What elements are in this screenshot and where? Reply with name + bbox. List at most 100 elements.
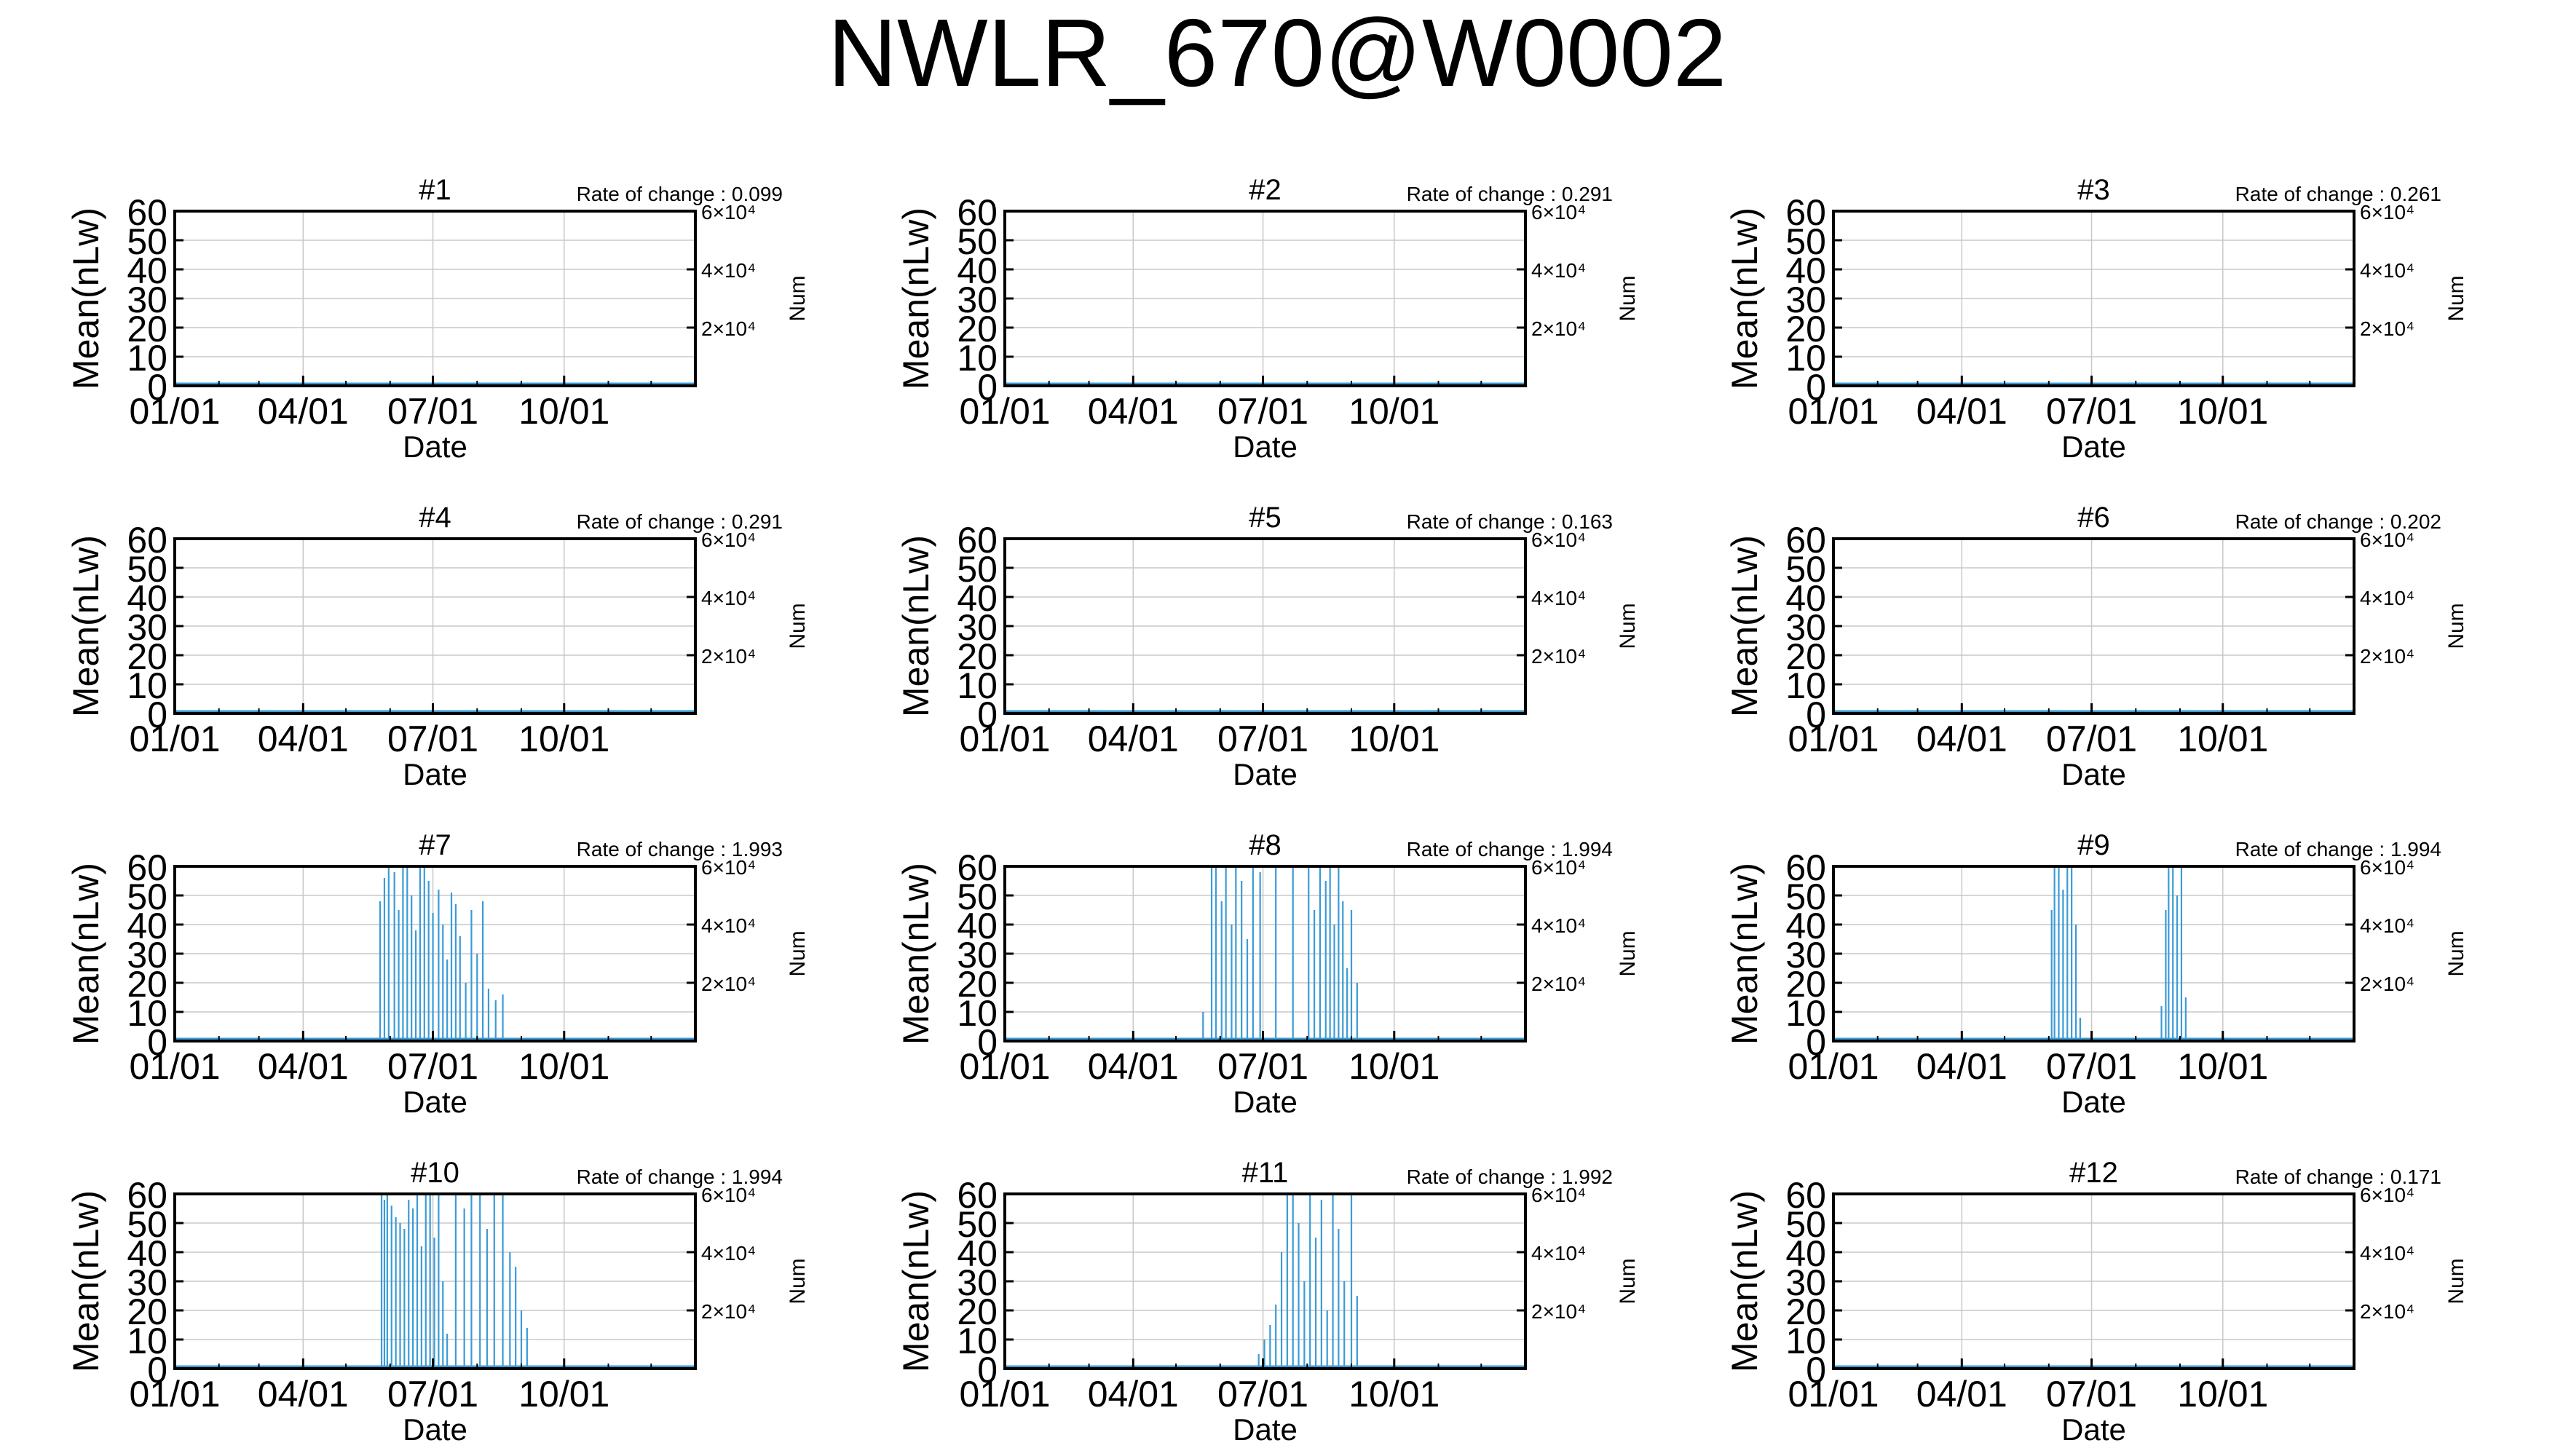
y2tick-label: 6×10⁴ (2360, 856, 2414, 879)
x-axis-label: Date (2061, 1085, 2126, 1119)
y-axis-label: Mean(nLw) (896, 863, 936, 1045)
y2tick-label: 6×10⁴ (1531, 856, 1586, 879)
xtick-label: 07/01 (2046, 1046, 2137, 1087)
y-axis-label: Mean(nLw) (66, 535, 106, 717)
rate-of-change: Rate of change : 1.994 (577, 1166, 783, 1188)
ytick-label: 20 (127, 636, 167, 677)
ytick-label: 40 (127, 906, 167, 946)
ytick-label: 50 (127, 549, 167, 590)
x-axis-label: Date (403, 1412, 467, 1447)
ytick-label: 30 (127, 280, 167, 320)
ytick-label: 40 (1785, 906, 1826, 946)
xtick-label: 01/01 (129, 719, 220, 759)
xtick-label: 04/01 (1088, 1046, 1179, 1087)
panel-title: #7 (419, 829, 451, 861)
y2tick-label: 4×10⁴ (1531, 1242, 1586, 1265)
y2tick-label: 6×10⁴ (1531, 201, 1586, 223)
ytick-label: 30 (127, 1262, 167, 1303)
y2tick-label: 6×10⁴ (701, 856, 756, 879)
y2tick-label: 6×10⁴ (701, 529, 756, 551)
rate-of-change: Rate of change : 0.291 (1407, 183, 1613, 205)
y2tick-label: 2×10⁴ (701, 645, 756, 668)
y-axis-label: Mean(nLw) (1724, 207, 1765, 389)
ytick-label: 10 (127, 993, 167, 1034)
panel-title: #4 (419, 502, 451, 534)
y-axis-label: Mean(nLw) (896, 207, 936, 389)
y-axis-label: Mean(nLw) (1724, 863, 1765, 1045)
xtick-label: 07/01 (387, 1046, 478, 1087)
xtick-label: 01/01 (959, 1046, 1050, 1087)
ytick-label: 60 (957, 192, 998, 233)
ytick-label: 10 (1785, 1321, 1826, 1361)
y2tick-label: 2×10⁴ (1531, 1300, 1586, 1323)
figure-title: NWLR_670@W0002 (828, 0, 1727, 106)
xtick-label: 01/01 (1788, 1374, 1879, 1415)
xtick-label: 01/01 (1788, 391, 1879, 432)
y2tick-label: 4×10⁴ (1531, 587, 1586, 609)
ytick-label: 50 (1785, 221, 1826, 262)
rate-of-change: Rate of change : 0.261 (2235, 183, 2441, 205)
ytick-label: 20 (127, 964, 167, 1005)
x-axis-label: Date (403, 1085, 467, 1119)
xtick-label: 10/01 (518, 391, 609, 432)
ytick-label: 40 (957, 578, 998, 619)
ytick-label: 50 (1785, 1204, 1826, 1245)
ytick-label: 30 (127, 607, 167, 648)
y2tick-label: 2×10⁴ (1531, 317, 1586, 340)
y2-axis-label: Num (1616, 1258, 1640, 1304)
ytick-label: 40 (957, 1233, 998, 1274)
xtick-label: 07/01 (2046, 719, 2137, 759)
y2-axis-label: Num (786, 930, 810, 976)
ytick-label: 60 (127, 847, 167, 888)
xtick-label: 04/01 (1916, 1374, 2007, 1415)
ytick-label: 20 (957, 636, 998, 677)
ytick-label: 10 (1785, 665, 1826, 706)
xtick-label: 04/01 (1916, 1046, 2007, 1087)
ytick-label: 30 (957, 280, 998, 320)
xtick-label: 01/01 (129, 391, 220, 432)
xtick-label: 04/01 (258, 391, 349, 432)
ytick-label: 20 (957, 964, 998, 1005)
xtick-label: 01/01 (129, 1046, 220, 1087)
ytick-label: 20 (127, 1291, 167, 1332)
xtick-label: 04/01 (1088, 1374, 1179, 1415)
xtick-label: 01/01 (959, 391, 1050, 432)
ytick-label: 10 (127, 338, 167, 379)
ytick-label: 50 (957, 549, 998, 590)
ytick-label: 50 (957, 877, 998, 917)
ytick-label: 60 (1785, 847, 1826, 888)
xtick-label: 04/01 (258, 1046, 349, 1087)
y2tick-label: 2×10⁴ (2360, 973, 2414, 995)
y2tick-label: 4×10⁴ (1531, 914, 1586, 937)
rate-of-change: Rate of change : 0.291 (577, 510, 783, 533)
y2tick-label: 4×10⁴ (2360, 1242, 2414, 1265)
ytick-label: 20 (957, 309, 998, 349)
ytick-label: 0 (147, 367, 167, 408)
x-axis-label: Date (2061, 430, 2126, 464)
ytick-label: 40 (1785, 1233, 1826, 1274)
xtick-label: 07/01 (1217, 391, 1308, 432)
xtick-label: 07/01 (1217, 719, 1308, 759)
ytick-label: 30 (127, 935, 167, 976)
ytick-label: 0 (1806, 1022, 1826, 1063)
x-axis-label: Date (1233, 1085, 1298, 1119)
y2tick-label: 4×10⁴ (701, 1242, 756, 1265)
ytick-label: 50 (127, 221, 167, 262)
x-axis-label: Date (1233, 1412, 1298, 1447)
y2tick-label: 2×10⁴ (1531, 645, 1586, 668)
x-axis-label: Date (1233, 757, 1298, 791)
y-axis-label: Mean(nLw) (1724, 1190, 1765, 1372)
rate-of-change: Rate of change : 1.993 (577, 838, 783, 860)
xtick-label: 07/01 (1217, 1046, 1308, 1087)
panel-title: #3 (2077, 174, 2110, 206)
xtick-label: 04/01 (258, 719, 349, 759)
xtick-label: 10/01 (2177, 391, 2268, 432)
xtick-label: 04/01 (258, 1374, 349, 1415)
ytick-label: 0 (1806, 1350, 1826, 1390)
ytick-label: 20 (957, 1291, 998, 1332)
ytick-label: 0 (147, 1022, 167, 1063)
ytick-label: 60 (957, 847, 998, 888)
